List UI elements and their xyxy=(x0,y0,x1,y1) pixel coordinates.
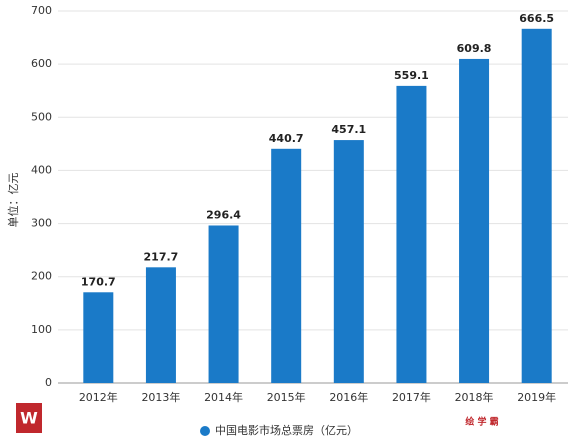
data-label: 559.1 xyxy=(394,69,429,82)
data-label: 170.7 xyxy=(81,275,116,288)
x-tick-label: 2013年 xyxy=(141,390,180,404)
x-tick-label: 2016年 xyxy=(329,390,368,404)
data-label: 440.7 xyxy=(269,132,304,145)
y-tick-label: 300 xyxy=(31,217,52,230)
y-axis-label: 单位：亿元 xyxy=(6,173,20,228)
y-tick-label: 500 xyxy=(31,110,52,123)
x-tick-label: 2015年 xyxy=(267,390,306,404)
bar xyxy=(521,28,552,383)
y-tick-label: 700 xyxy=(31,4,52,17)
data-label: 609.8 xyxy=(457,42,492,55)
bar xyxy=(208,225,239,383)
bar xyxy=(83,292,114,383)
y-tick-label: 400 xyxy=(31,163,52,176)
source-mark: 绘 学 霸 xyxy=(465,416,498,428)
y-tick-label: 200 xyxy=(31,270,52,283)
bar xyxy=(396,85,427,383)
legend-label: 中国电影市场总票房（亿元） xyxy=(215,423,358,437)
logo xyxy=(16,403,42,433)
y-tick-label: 100 xyxy=(31,323,52,336)
x-tick-label: 2018年 xyxy=(455,390,494,404)
x-tick-label: 2014年 xyxy=(204,390,243,404)
logo-glyph: W xyxy=(20,409,38,428)
x-tick-label: 2019年 xyxy=(517,390,556,404)
data-label: 217.7 xyxy=(144,250,179,263)
bar xyxy=(459,58,490,384)
y-tick-label: 0 xyxy=(45,376,52,389)
data-label: 666.5 xyxy=(519,12,554,25)
y-tick-label: 600 xyxy=(31,57,52,70)
legend-marker xyxy=(200,426,210,436)
bar xyxy=(333,140,364,383)
data-label: 296.4 xyxy=(206,208,241,221)
bar xyxy=(145,267,176,383)
x-tick-label: 2012年 xyxy=(79,390,118,404)
data-label: 457.1 xyxy=(331,123,366,136)
bar xyxy=(271,148,302,383)
x-tick-label: 2017年 xyxy=(392,390,431,404)
